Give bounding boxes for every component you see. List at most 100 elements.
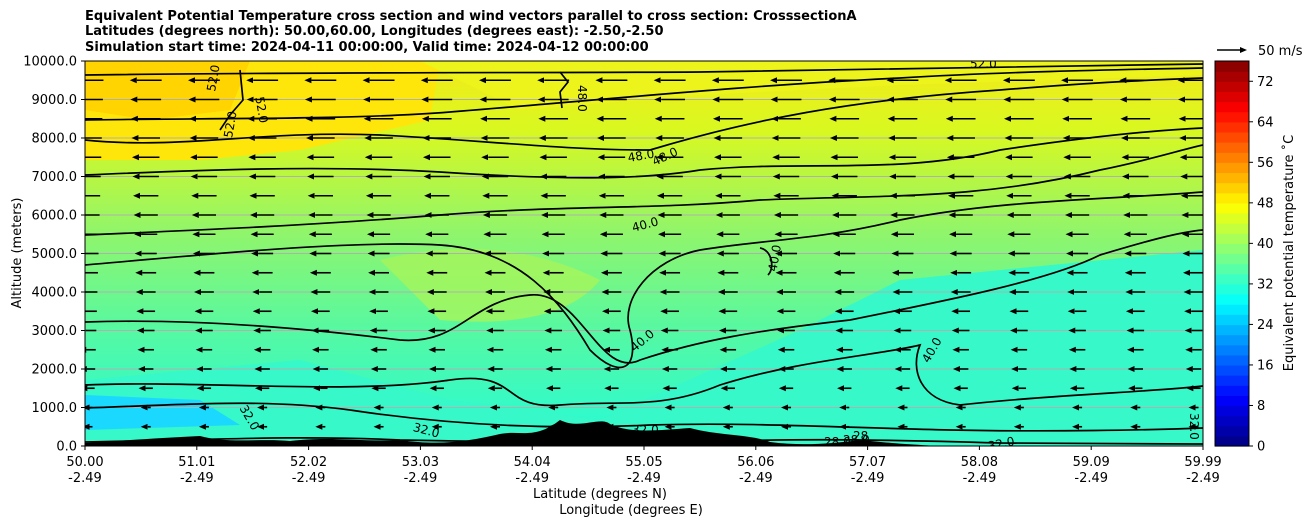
contour-label: 48.0 <box>575 85 589 112</box>
colorbar-segment <box>1215 395 1249 407</box>
y-tick-label: 4000.0 <box>32 286 78 301</box>
colorbar-segment <box>1215 91 1249 103</box>
colorbar-segment <box>1215 435 1249 447</box>
colorbar-segment <box>1215 202 1249 214</box>
x-tick-label-lon: -2.49 <box>627 471 661 486</box>
contour-36 <box>85 229 1203 364</box>
contour-label: 52.0 <box>204 64 222 93</box>
y-axis-label: Altitude (meters) <box>10 198 25 309</box>
y-tick-label: 10000.0 <box>23 55 77 70</box>
chart-title-line-2: Latitudes (degrees north): 50.00,60.00, … <box>85 24 664 39</box>
colorbar-tick-label: 0 <box>1257 440 1265 455</box>
contour-label: 52.0 <box>252 95 270 124</box>
y-tick-label: 8000.0 <box>32 132 78 147</box>
colorbar-segment <box>1215 375 1249 386</box>
colorbar-segment <box>1215 192 1249 204</box>
cool-lower-region <box>85 250 1203 446</box>
colorbar-ticks: 0 8 16 24 32 40 48 56 64 72 <box>1249 75 1274 455</box>
colorbar-segment <box>1215 162 1249 174</box>
colorbar-tick-label: 16 <box>1257 358 1274 373</box>
x-tick-label-lat: 52.02 <box>290 455 327 470</box>
contour-label: 40.0 <box>630 214 659 234</box>
colorbar-segment <box>1215 152 1249 163</box>
colorbar-tick-label: 24 <box>1257 318 1274 333</box>
colorbar-segment <box>1215 364 1249 376</box>
hot-upper-region <box>85 61 250 120</box>
contour-label: 28.0 <box>843 433 870 447</box>
y-tick-label: 6000.0 <box>32 209 78 224</box>
colorbar-segment <box>1215 324 1249 336</box>
colorbar-tick-label: 8 <box>1257 399 1265 414</box>
colorbar-segment <box>1215 172 1249 184</box>
contour-label: 32.0 <box>1187 413 1201 440</box>
x-tick-label-lat: 53.03 <box>402 455 439 470</box>
colorbar-tick-label: 48 <box>1257 196 1274 211</box>
x-tick-label-lat: 54.04 <box>514 455 551 470</box>
colorbar <box>1215 61 1249 447</box>
colorbar-segment <box>1215 121 1249 133</box>
colorbar-segment <box>1215 223 1249 234</box>
y-tick-label: 5000.0 <box>32 247 78 262</box>
colorbar-segment <box>1215 283 1249 295</box>
x-tick-label-lon: -2.49 <box>851 471 885 486</box>
contour-40 <box>85 191 1203 369</box>
x-tick-label-lat: 50.00 <box>66 455 103 470</box>
colorbar-frame <box>1214 60 1250 447</box>
y-tick-label: 2000.0 <box>32 363 78 378</box>
x-tick-label-lon: -2.49 <box>1074 471 1108 486</box>
wind-vector-field <box>85 77 1203 430</box>
colorbar-segment <box>1215 111 1249 123</box>
quiver-key-label: 50 m/s <box>1258 44 1303 59</box>
colorbar-segment <box>1215 233 1249 244</box>
x-tick-label-lat: 58.08 <box>961 455 998 470</box>
colorbar-segment <box>1215 71 1249 82</box>
colorbar-segment <box>1215 354 1249 366</box>
plot-area: 52.0 52.0 52.0 48.0 48.0 48.0 40.0 40.0 … <box>85 57 1203 447</box>
contour-48-mid <box>85 77 1203 151</box>
x-axis: 50.00-2.4951.01-2.4952.02-2.4953.03-2.49… <box>66 446 1222 486</box>
contour-52 <box>85 63 1203 76</box>
colorbar-tick-label: 40 <box>1257 237 1274 252</box>
contour-48-lower <box>85 127 1203 179</box>
contour-44 <box>85 144 1203 236</box>
x-tick-label-lon: -2.49 <box>180 471 214 486</box>
x-tick-label-lon: -2.49 <box>963 471 997 486</box>
y-tick-label: 9000.0 <box>32 93 78 108</box>
colorbar-segment <box>1215 61 1249 72</box>
colorbar-label: Equivalent potential temperature ˚C <box>1281 135 1297 371</box>
x-tick-label-lat: 55.05 <box>625 455 662 470</box>
colorbar-segment <box>1215 101 1249 113</box>
contour-label: 52.0 <box>970 57 997 71</box>
x-tick-label-lon: -2.49 <box>1186 471 1220 486</box>
contour-label: 52.0 <box>221 110 239 139</box>
x-tick-label-lon: -2.49 <box>292 471 326 486</box>
y-axis: 0.0 1000.0 2000.0 3000.0 4000.0 5000.0 6000.0 7… <box>23 55 85 455</box>
colorbar-segment <box>1215 314 1249 326</box>
chart-title-line-3: Simulation start time: 2024-04-11 00:00:… <box>85 40 649 55</box>
contour-label: 48.0 <box>627 147 656 165</box>
x-tick-label-lat: 56.06 <box>737 455 774 470</box>
colorbar-segment <box>1215 304 1249 315</box>
y-tick-label: 0.0 <box>56 440 77 455</box>
x-tick-label-lon: -2.49 <box>404 471 438 486</box>
colorbar-segment <box>1215 273 1249 285</box>
contour-label: 40.0 <box>766 244 784 273</box>
contour-label: 28 <box>853 429 868 443</box>
colorbar-segment <box>1215 334 1249 346</box>
colorbar-segment <box>1215 142 1249 153</box>
y-tick-label: 1000.0 <box>32 401 78 416</box>
x-tick-label-lat: 51.01 <box>178 455 215 470</box>
x-tick-label-lat: 59.09 <box>1073 455 1110 470</box>
y-tick-label: 7000.0 <box>32 170 78 185</box>
colorbar-segment <box>1215 131 1249 143</box>
contour-label: 32.0 <box>632 423 659 437</box>
colorbar-segment <box>1215 385 1249 396</box>
terrain <box>85 420 940 446</box>
x-tick-label-lon: -2.49 <box>515 471 549 486</box>
colorbar-tick-label: 32 <box>1257 277 1274 292</box>
contour-label: 32.0 <box>412 420 441 440</box>
contour-32 <box>85 343 1203 407</box>
colorbar-segment <box>1215 182 1249 194</box>
colorbar-tick-label: 56 <box>1257 156 1274 171</box>
